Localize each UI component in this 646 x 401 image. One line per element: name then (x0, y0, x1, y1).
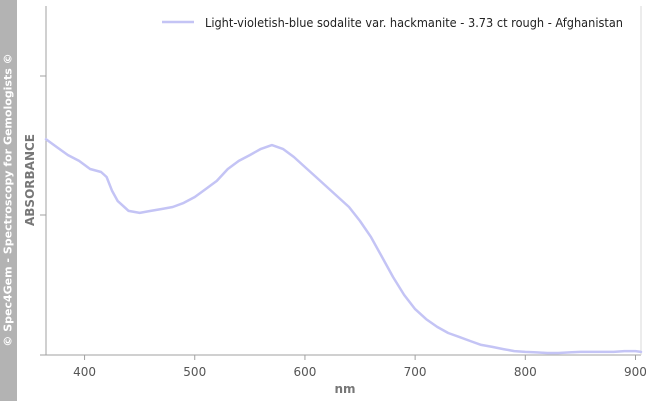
x-tick-label-700: 700 (404, 365, 427, 379)
y-axis-title: ABSORBANCE (23, 134, 37, 226)
x-tick-label-400: 400 (73, 365, 96, 379)
x-tick-label-500: 500 (183, 365, 206, 379)
legend-label: Light-violetish-blue sodalite var. hackm… (205, 16, 623, 30)
copyright-banner: © Spec4Gem - Spectroscopy for Gemologist… (0, 0, 17, 401)
x-tick-label-600: 600 (293, 365, 316, 379)
series-line-0 (44, 137, 643, 355)
x-tick-label-900: 900 (624, 365, 646, 379)
axes (45, 6, 642, 356)
axis-ticks: 400 500 600 700 800 900 (40, 75, 646, 379)
x-tick-label-800: 800 (514, 365, 537, 379)
series-layer (44, 137, 643, 355)
legend: Light-violetish-blue sodalite var. hackm… (162, 16, 623, 30)
x-axis-title: nm (334, 382, 355, 396)
